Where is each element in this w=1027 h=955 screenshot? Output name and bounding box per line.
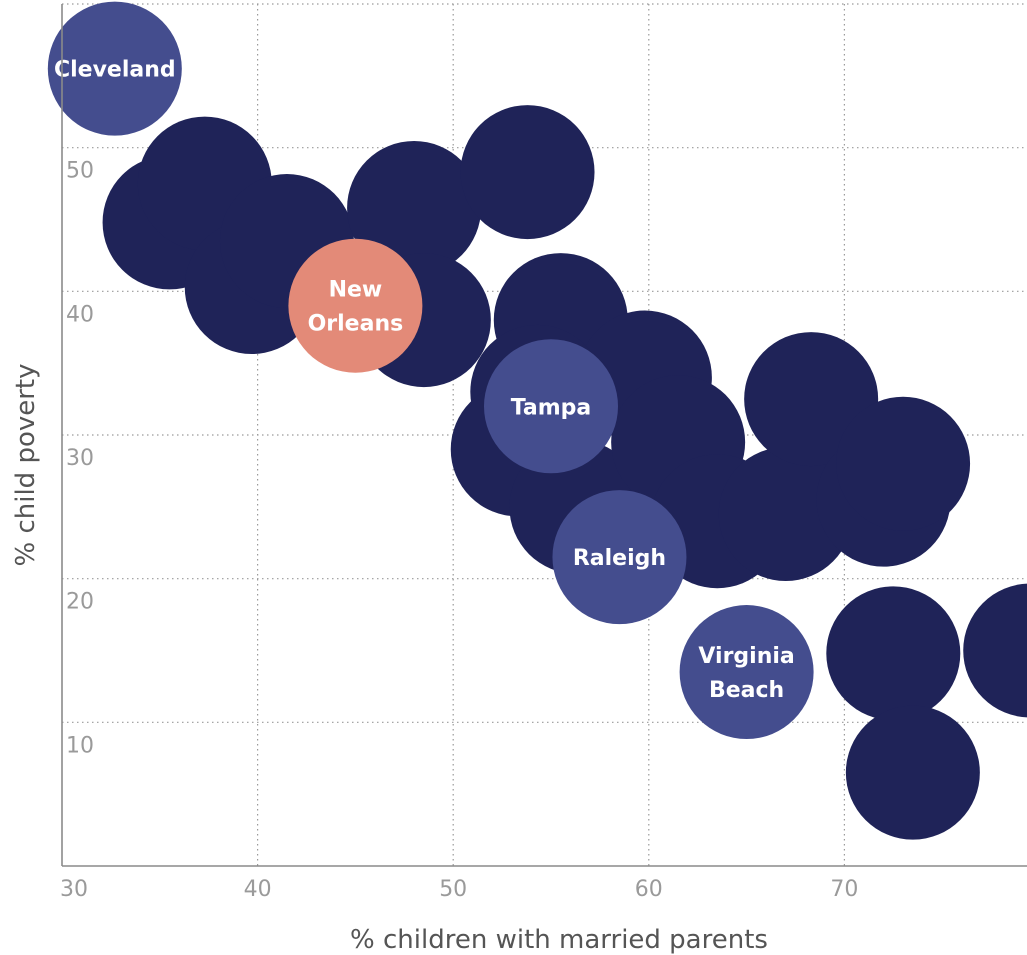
x-tick-label: 50 bbox=[439, 877, 467, 902]
y-tick-label: 10 bbox=[66, 733, 94, 758]
x-axis-label: % children with married parents bbox=[350, 925, 768, 955]
axes bbox=[61, 4, 1027, 867]
bubble-label-tampa: Tampa bbox=[511, 395, 592, 420]
bubble-label-virginia-beach: Virginia bbox=[698, 644, 794, 669]
y-tick-label: 50 bbox=[66, 159, 94, 184]
tick-labels: 304050607080102030405060 bbox=[60, 15, 1027, 902]
x-tick-label: 70 bbox=[830, 877, 858, 902]
x-tick-label: 40 bbox=[244, 877, 272, 902]
x-tick-label: 60 bbox=[635, 877, 663, 902]
bubble-tampa bbox=[484, 339, 618, 474]
bubble bbox=[460, 105, 595, 240]
y-tick-label: 40 bbox=[66, 302, 94, 327]
bubble bbox=[718, 447, 853, 582]
bubble bbox=[845, 705, 980, 840]
bubble-virginia-beach bbox=[679, 605, 814, 740]
y-tick-label: 30 bbox=[66, 446, 94, 471]
bubbles: Cleveland New Orleans Tampa Raleigh Virginia B… bbox=[47, 1, 1027, 840]
bubble-cleveland bbox=[47, 1, 182, 136]
bubble-raleigh bbox=[552, 490, 687, 625]
bubble-label-new-orleans: New bbox=[329, 278, 383, 303]
bubble bbox=[826, 586, 961, 721]
y-axis-label: % child poverty bbox=[11, 363, 41, 566]
bubble-label-new-orleans: Orleans bbox=[308, 312, 404, 337]
bubble bbox=[347, 141, 482, 276]
x-tick-label: 30 bbox=[60, 877, 88, 902]
y-tick-label: 20 bbox=[66, 590, 94, 615]
bubble-label-raleigh: Raleigh bbox=[573, 546, 666, 571]
bubble bbox=[836, 396, 971, 531]
bubble bbox=[963, 583, 1027, 718]
bubble-label-cleveland: Cleveland bbox=[54, 58, 176, 83]
bubble-label-virginia-beach: Beach bbox=[709, 678, 784, 703]
bubble-new-orleans bbox=[288, 238, 423, 373]
